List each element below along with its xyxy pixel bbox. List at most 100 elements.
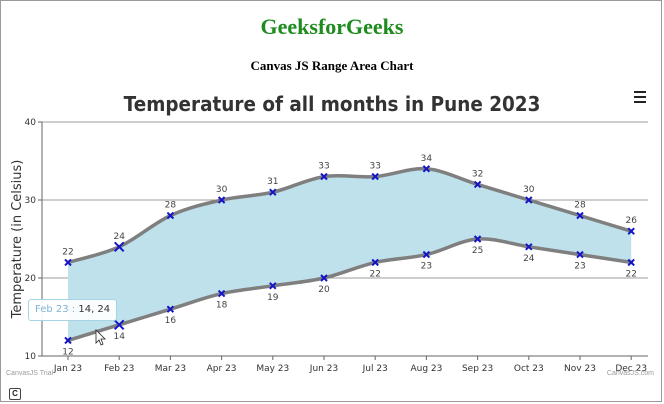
- chart-tooltip: Feb 23 : 14, 24: [28, 299, 118, 321]
- marker-low-stroke: [217, 289, 226, 298]
- marker-low: [371, 258, 379, 267]
- x-tick-label: Nov 23: [564, 364, 596, 374]
- x-tick-label: Oct 23: [514, 364, 544, 374]
- hamburger-menu-icon[interactable]: [634, 91, 646, 103]
- x-tick-label: Feb 23: [104, 364, 134, 374]
- marker-low-stroke: [473, 235, 482, 243]
- marker-low: [320, 274, 328, 282]
- chart-title: Temperature of all months in Pune 2023: [124, 92, 541, 116]
- data-label-low: 25: [472, 246, 483, 256]
- data-label-high: 30: [216, 185, 228, 195]
- data-label-low: 14: [113, 332, 125, 342]
- x-tick-label: Aug 23: [410, 364, 442, 374]
- marker-low-stroke: [269, 282, 277, 290]
- tooltip-label: Feb 23 :: [35, 304, 76, 315]
- marker-low-stroke: [166, 305, 175, 313]
- marker-low: [166, 305, 175, 313]
- data-label-low: 20: [318, 285, 330, 295]
- tooltip-value: 14, 24: [78, 304, 111, 315]
- marker-high: [371, 172, 379, 181]
- marker-high: [525, 196, 533, 204]
- marker-high: [627, 227, 635, 235]
- y-axis-title: Temperature (in Celsius): [10, 160, 25, 320]
- series-low-line: [66, 237, 633, 343]
- data-label-low: 22: [625, 269, 636, 279]
- marker-low-stroke: [576, 250, 584, 259]
- marker-low-stroke: [627, 258, 635, 267]
- y-tick-label: 40: [25, 118, 37, 128]
- marker-low-stroke: [525, 243, 533, 251]
- x-tick-label: Mar 23: [155, 364, 186, 374]
- marker-high-stroke: [269, 188, 277, 196]
- marker-high-stroke: [473, 180, 482, 189]
- data-label-high: 30: [523, 185, 535, 195]
- marker-high-stroke: [576, 211, 584, 220]
- data-label-low: 23: [421, 262, 432, 272]
- marker-low-stroke: [422, 250, 431, 259]
- data-label-high: 31: [267, 177, 278, 187]
- data-label-low: 12: [62, 347, 73, 357]
- canvasjs-credit-link[interactable]: CanvasJS.com: [606, 370, 654, 377]
- marker-low: [422, 250, 431, 259]
- marker-high-stroke: [166, 211, 175, 220]
- data-label-low: 16: [165, 316, 177, 326]
- site-title: GeeksforGeeks: [260, 14, 404, 39]
- marker-high-stroke: [320, 172, 328, 181]
- y-tick-label: 30: [25, 196, 37, 206]
- canvasjs-trial-text: CanvasJS Trial: [6, 370, 54, 377]
- data-label-low: 19: [267, 293, 279, 303]
- marker-low: [473, 235, 482, 243]
- marker-high: [576, 211, 584, 220]
- data-label-high: 34: [421, 154, 433, 164]
- marker-low-stroke: [64, 336, 72, 345]
- canvasjs-logo-icon: C: [9, 388, 21, 400]
- mouse-cursor-icon: [95, 329, 106, 346]
- marker-low: [627, 258, 635, 267]
- x-tick-label: Apr 23: [207, 364, 237, 374]
- marker-low-stroke: [113, 319, 125, 331]
- y-tick-label: 20: [25, 274, 37, 284]
- data-label-high: 28: [574, 201, 586, 211]
- marker-low: [576, 250, 584, 259]
- data-label-low: 22: [369, 269, 380, 279]
- marker-high: [113, 241, 125, 253]
- marker-low-stroke: [371, 258, 379, 267]
- marker-high-stroke: [217, 196, 226, 204]
- marker-low: [64, 336, 72, 345]
- marker-high: [320, 172, 328, 181]
- data-label-low: 24: [523, 254, 535, 264]
- marker-high: [166, 211, 175, 220]
- marker-high: [473, 180, 482, 189]
- marker-high-stroke: [422, 165, 431, 173]
- marker-high-stroke: [627, 227, 635, 235]
- series-high-line: [66, 166, 633, 265]
- x-tick-label: Jan 23: [53, 364, 82, 374]
- marker-high-stroke: [64, 258, 72, 267]
- x-tick-label: Jul 23: [362, 364, 388, 374]
- x-tick-label: Sep 23: [462, 364, 493, 374]
- marker-low: [217, 289, 226, 298]
- marker-high-stroke: [113, 241, 125, 253]
- data-label-high: 32: [472, 169, 483, 179]
- marker-low: [525, 243, 533, 251]
- data-label-high: 28: [165, 201, 177, 211]
- data-label-high: 26: [625, 216, 637, 226]
- y-tick-label: 10: [25, 352, 37, 362]
- data-label-high: 24: [113, 232, 125, 242]
- x-tick-label: Dec 23: [615, 364, 647, 374]
- x-tick-label: Jun 23: [309, 364, 338, 374]
- data-label-high: 33: [369, 162, 380, 172]
- marker-low-stroke: [320, 274, 328, 282]
- data-label-low: 23: [574, 262, 585, 272]
- page-subtitle: Canvas JS Range Area Chart: [250, 58, 414, 73]
- marker-low: [269, 282, 277, 290]
- marker-high-stroke: [371, 172, 379, 181]
- data-label-low: 18: [216, 301, 228, 311]
- marker-high: [269, 188, 277, 196]
- data-label-high: 33: [318, 162, 329, 172]
- data-label-high: 22: [62, 247, 73, 257]
- marker-high-stroke: [525, 196, 533, 204]
- marker-high: [422, 165, 431, 173]
- marker-high: [217, 196, 226, 204]
